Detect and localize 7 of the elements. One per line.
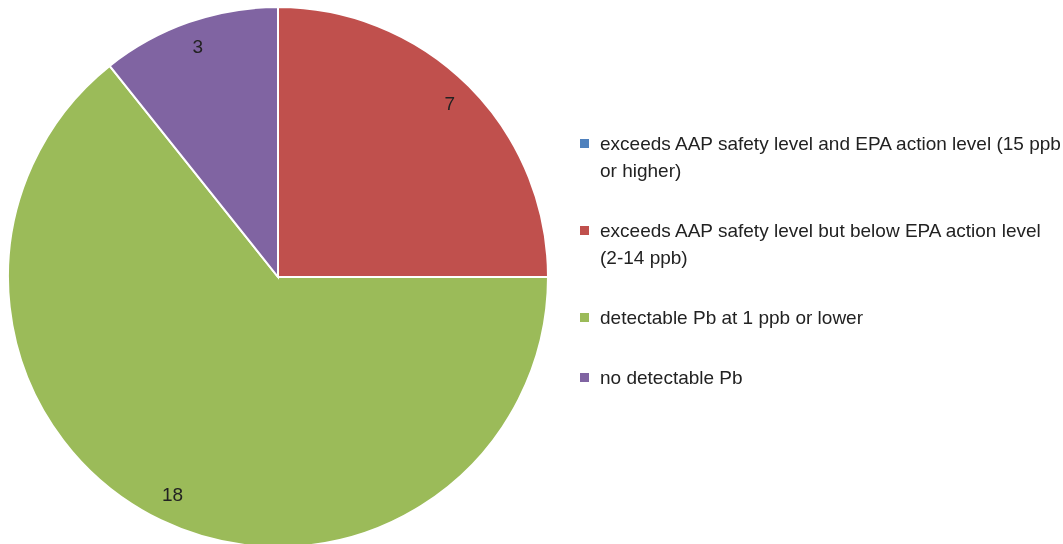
legend-label: exceeds AAP safety level and EPA action level (15 ppb or higher) [600,133,1061,182]
data-label: 18 [162,483,184,505]
legend-label: detectable Pb at 1 ppb or lower [600,307,864,329]
legend-label: exceeds AAP safety level but below EPA action level (2-14 ppb) [600,220,1041,269]
data-label: 7 [444,93,456,115]
legend-label: no detectable Pb [600,367,743,389]
data-label: 3 [192,35,204,57]
